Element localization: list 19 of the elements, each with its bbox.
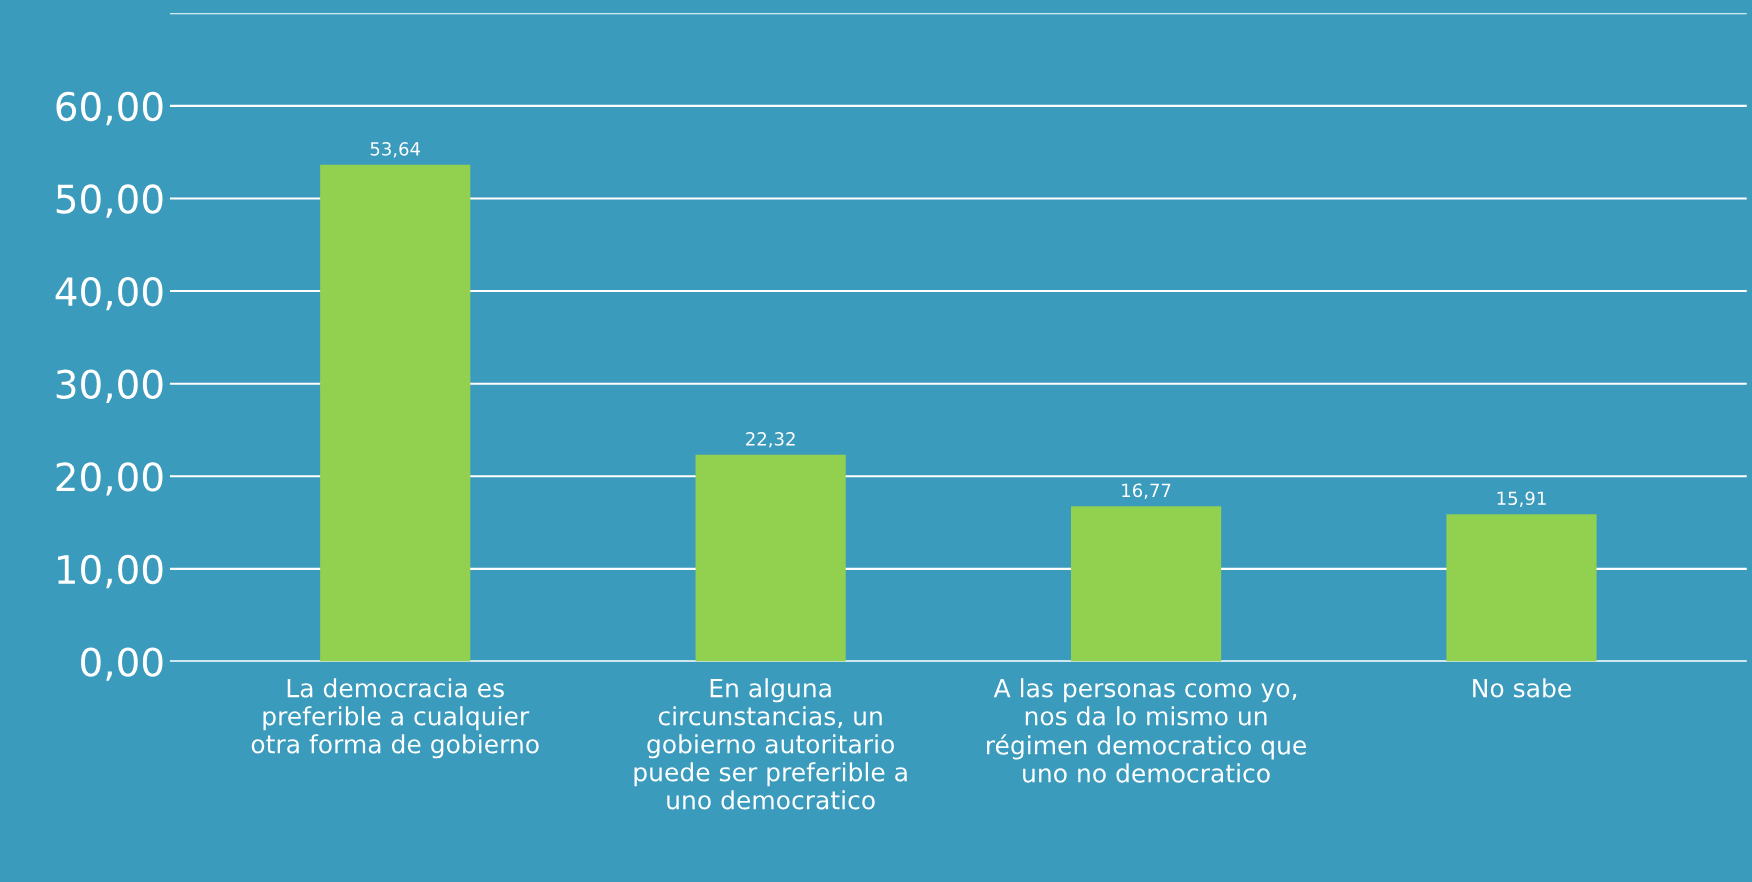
data-label: 22,32 [746,432,795,448]
y-tick-label: 40,00 [55,276,163,311]
y-tick-label: 0,00 [81,647,163,681]
y-tick-label: 30,00 [56,369,163,403]
bar [1446,514,1597,662]
x-tick-label: La democracia es preferible a cualquier otra forma de gobierno [251,678,539,759]
y-tick-label: 60,00 [56,91,163,126]
data-label: 15,91 [1497,491,1546,507]
bar [320,164,471,662]
x-tick-label: A las personas como yo, nos da lo mismo un régimen democratico que uno no democratico [987,678,1306,783]
y-tick-label: 20,00 [56,462,163,496]
x-tick-label: En alguna circunstancias, un gobierno autoritario puede ser preferible a uno democratico [634,678,907,810]
data-label: 16,77 [1122,483,1171,499]
bar [1070,506,1222,662]
y-tick-label: 50,00 [56,184,163,218]
bar [695,454,846,662]
x-tick-label: No sabe [1473,678,1571,698]
data-label: 53,64 [370,142,421,158]
y-tick-label: 10,00 [58,554,163,589]
